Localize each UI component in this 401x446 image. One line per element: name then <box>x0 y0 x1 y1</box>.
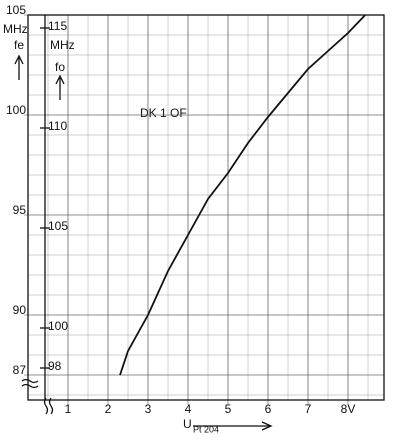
x-tick-label: 8V <box>341 402 356 416</box>
x-tick-label: 6 <box>265 402 272 416</box>
y2-tick-label: 115 <box>48 19 67 33</box>
x-tick-label: 2 <box>105 402 112 416</box>
x-tick-label: 5 <box>225 402 232 416</box>
x-arrow <box>193 421 273 431</box>
y-tick-label: 95 <box>13 203 27 217</box>
y2-tick-label: 110 <box>48 119 67 133</box>
y2-arrow <box>55 74 65 100</box>
x-tick-label: 1 <box>65 402 72 416</box>
y2-unit: MHz <box>50 38 75 52</box>
y2-label: fo <box>55 60 65 74</box>
axis-break <box>21 378 39 389</box>
x-tick-label: 7 <box>305 402 312 416</box>
curve <box>119 14 366 376</box>
x-tick-label: 3 <box>145 402 152 416</box>
y2-tick-label: 100 <box>48 319 68 333</box>
y-tick-label: 90 <box>13 303 27 317</box>
y-tick-label: 100 <box>6 103 26 117</box>
y2-tick-label: 105 <box>48 219 68 233</box>
x-tick-label: 4 <box>185 402 192 416</box>
x-label: U <box>183 417 192 431</box>
y-tick-label: 87 <box>13 363 27 377</box>
y-tick-label: 105 <box>6 3 26 17</box>
annotation: DK 1 OF <box>140 106 187 120</box>
y-label: fe <box>14 38 24 52</box>
x-label-sub: Pt 204 <box>193 424 219 434</box>
y2-tick-label: 98 <box>48 359 62 373</box>
y-arrow <box>14 54 24 80</box>
y-unit: MHz <box>3 22 28 36</box>
plot-frame <box>27 14 385 401</box>
